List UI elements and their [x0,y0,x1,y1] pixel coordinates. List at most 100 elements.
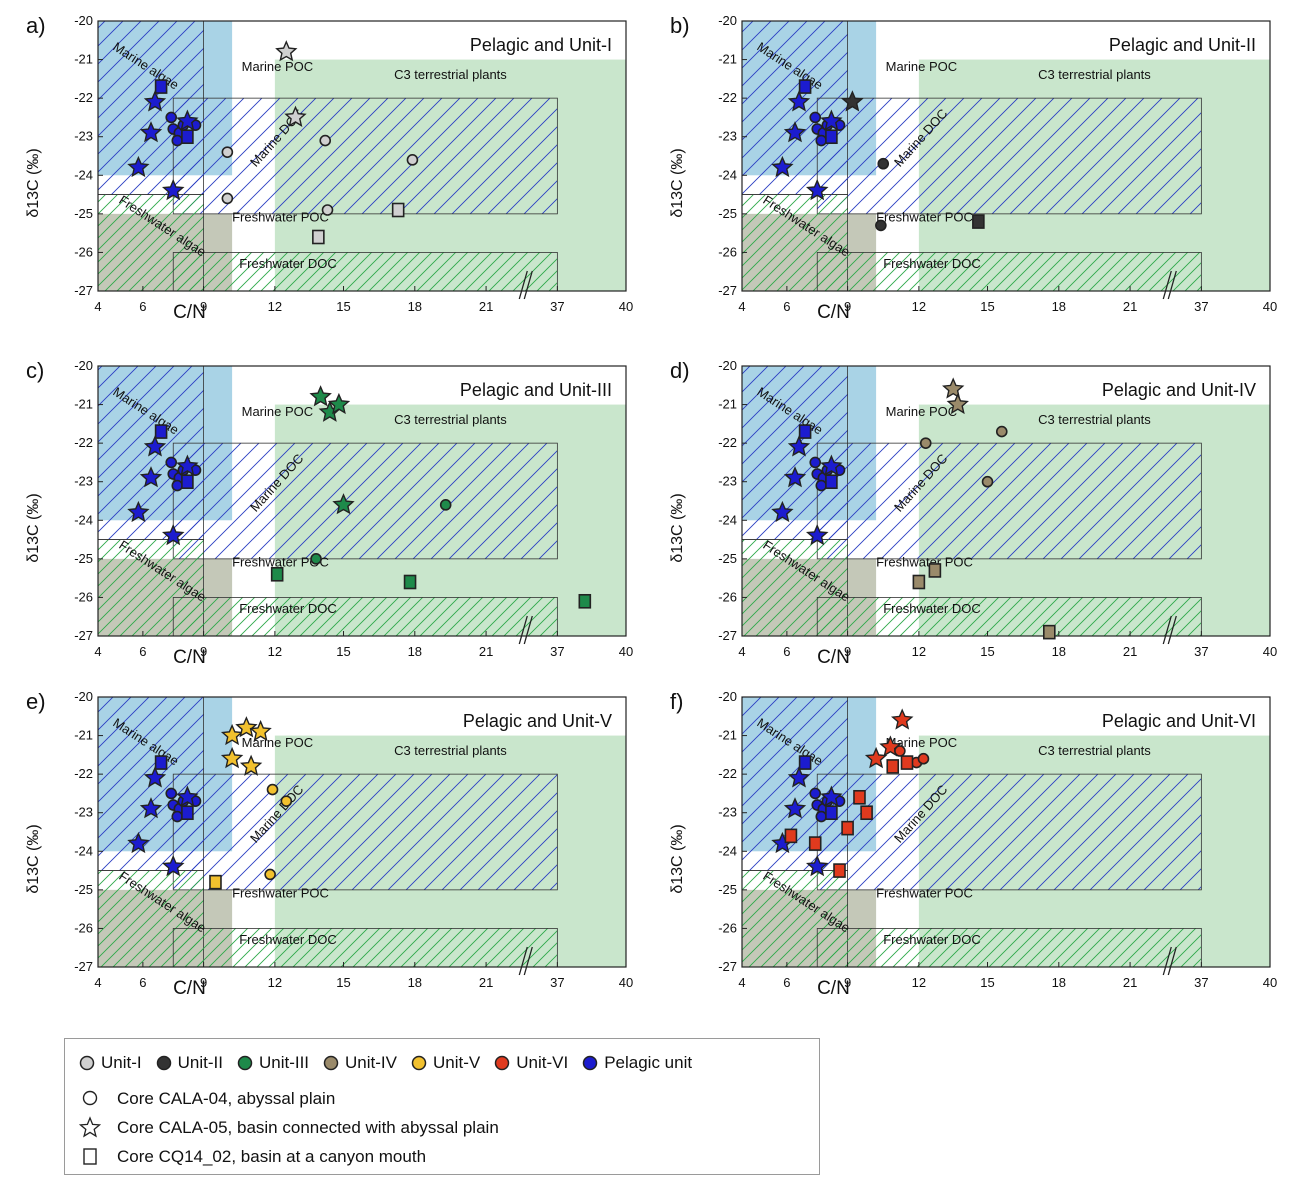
x-tick-label: 4 [738,644,745,659]
pelagic-point [805,854,829,877]
pelagic-point [787,766,811,788]
plot-frame [741,696,1271,968]
pelagic-point [815,479,828,492]
y-tick-label: -20 [74,689,93,704]
freshwater-doc-hatch [816,928,1202,968]
y-tick-label: -24 [74,843,93,858]
x-tick-label: 21 [479,299,493,314]
x-tick-label: 15 [336,975,350,990]
x-tick-label: 40 [619,644,633,659]
pelagic-point [165,787,178,800]
x-tick-label: 12 [268,644,282,659]
y-tick-label: -24 [718,167,737,182]
panel-letter: f) [670,689,683,714]
unit-point [891,708,914,730]
y-tick-label: -23 [74,474,93,489]
x-tick-label: 6 [139,644,146,659]
pelagic-point [798,424,812,439]
axis-break-mark [1167,270,1177,300]
unit-point [860,805,873,821]
x-tick-label: 21 [479,644,493,659]
y-tick-label: -24 [74,512,93,527]
y-tick-label: -21 [74,397,93,412]
unit-point [919,437,932,449]
freshwater-doc-label: Freshwater DOC [883,932,981,947]
y-axis-label: δ13C (‰) [669,824,686,893]
axis-break-mark [1167,615,1177,645]
y-axis-label: δ13C (‰) [669,148,686,217]
marine-poc-label: Marine POC [242,404,314,419]
legend-swatch-icon [411,1055,427,1071]
x-tick-label: 4 [94,975,101,990]
x-tick-label: 37 [550,644,564,659]
marine-doc-hatch [172,442,558,560]
panel-title: Pelagic and Unit-VI [1102,711,1256,731]
pelagic-point [127,155,150,178]
panel-letter: c) [26,358,44,383]
freshwater-poc-label: Freshwater POC [876,210,973,225]
x-tick-label: 40 [1263,644,1277,659]
x-tick-label: 40 [619,299,633,314]
x-tick-label: 6 [139,299,146,314]
marine-doc-hatch [172,97,558,215]
legend-unit-label: Pelagic unit [604,1053,693,1072]
pelagic-point [127,831,150,854]
x-tick-label: 15 [980,644,994,659]
pelagic-point [809,111,822,124]
y-tick-label: -27 [718,628,737,643]
x-tick-label: 40 [1263,299,1277,314]
unit-point [332,493,355,515]
pelagic-point [809,787,822,800]
freshwater-doc-hatch [172,252,558,292]
unit-point [209,874,222,890]
unit-point [853,789,866,805]
legend-swatch-icon [79,1055,95,1071]
x-axis-label: C/N [817,647,850,668]
unit-point [319,134,332,147]
pelagic-point [176,109,199,131]
y-tick-label: -21 [718,397,737,412]
unit-point [864,746,888,769]
unit-point [841,90,864,112]
unit-point [946,392,969,415]
axis-break-mark [1167,946,1177,976]
pelagic-point [176,454,199,476]
pelagic-point [171,134,184,147]
plot-frame [97,696,627,968]
panel-title: Pelagic and Unit-IV [1102,380,1256,400]
marine-poc-label: Marine POC [886,735,958,750]
marine-doc-hatch [172,773,558,891]
marine-doc-hatch [816,442,1202,560]
freshwater-doc-hatch [816,252,1202,292]
panel-b: 4 6 9 12 15 18 21 37 40 -20 -21 -22 -23 -24 -25 -26 -27 C… [669,13,1277,323]
y-tick-label: -22 [718,766,737,781]
pelagic-point [171,810,184,823]
freshwater-doc-hatch [172,597,558,637]
legend-unit-label: Unit-IV [345,1053,397,1072]
c3-label: C3 terrestrial plants [394,743,507,758]
panel-title: Pelagic and Unit-II [1109,35,1256,55]
legend-unit-item: Unit-II [156,1053,223,1073]
x-axis-label: C/N [817,302,850,323]
y-tick-label: -24 [74,167,93,182]
unit-point [264,868,276,881]
legend-unit-item: Unit-V [411,1053,480,1073]
freshwater-doc-label: Freshwater DOC [239,256,337,271]
legend-core-star-icon [79,1116,102,1138]
panel-f: 4 6 9 12 15 18 21 37 40 -20 -21 -22 -23 -24 -25 -26 -27 C… [669,689,1277,999]
plot-frame [741,20,1271,292]
freshwater-poc-label: Freshwater POC [876,886,973,901]
marine-poc-label: Marine POC [886,59,958,74]
x-tick-label: 12 [912,975,926,990]
unit-point [912,574,926,590]
panel-title: Pelagic and Unit-I [470,35,612,55]
legend-unit-item: Unit-VI [494,1053,568,1073]
freshwater-doc-label: Freshwater DOC [883,601,981,616]
x-tick-label: 6 [139,975,146,990]
unit-point [266,783,279,796]
axis-break-mark [523,946,533,976]
unit-point [403,574,417,590]
y-tick-label: -24 [718,512,737,527]
pelagic-point [139,121,163,143]
unit-point [972,214,985,229]
